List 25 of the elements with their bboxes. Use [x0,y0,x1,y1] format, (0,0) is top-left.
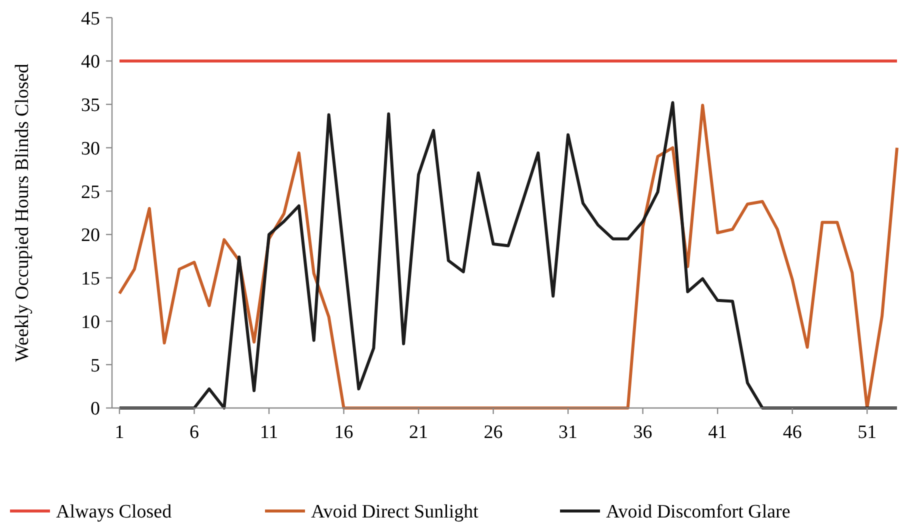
x-tick-label: 51 [858,422,877,443]
x-tick-label: 21 [409,422,428,443]
legend-label: Always Closed [56,502,172,523]
y-tick-label: 40 [81,52,100,73]
y-axis-title: Weekly Occupied Hours Blinds Closed [12,63,33,362]
y-tick-label: 35 [81,95,100,116]
y-tick-label: 15 [81,268,100,290]
legend-label: Avoid Direct Sunlight [311,502,480,523]
y-tick-label: 20 [81,225,100,246]
x-tick-label: 16 [334,422,354,443]
x-tick-label: 41 [708,422,728,443]
y-tick-label: 5 [90,355,100,376]
x-tick-label: 46 [782,422,802,443]
y-tick-label: 10 [81,312,100,333]
x-tick-label: 36 [633,422,652,443]
y-tick-label: 30 [81,138,100,160]
x-tick-label: 11 [260,422,278,443]
x-tick-label: 6 [189,422,199,443]
x-tick-label: 26 [484,422,503,443]
y-tick-label: 0 [90,398,100,420]
y-tick-label: 25 [81,182,100,203]
x-tick-label: 1 [114,422,124,443]
x-tick-label: 31 [558,422,578,443]
y-tick-label: 45 [81,8,100,30]
legend-label: Avoid Discomfort Glare [606,502,790,523]
